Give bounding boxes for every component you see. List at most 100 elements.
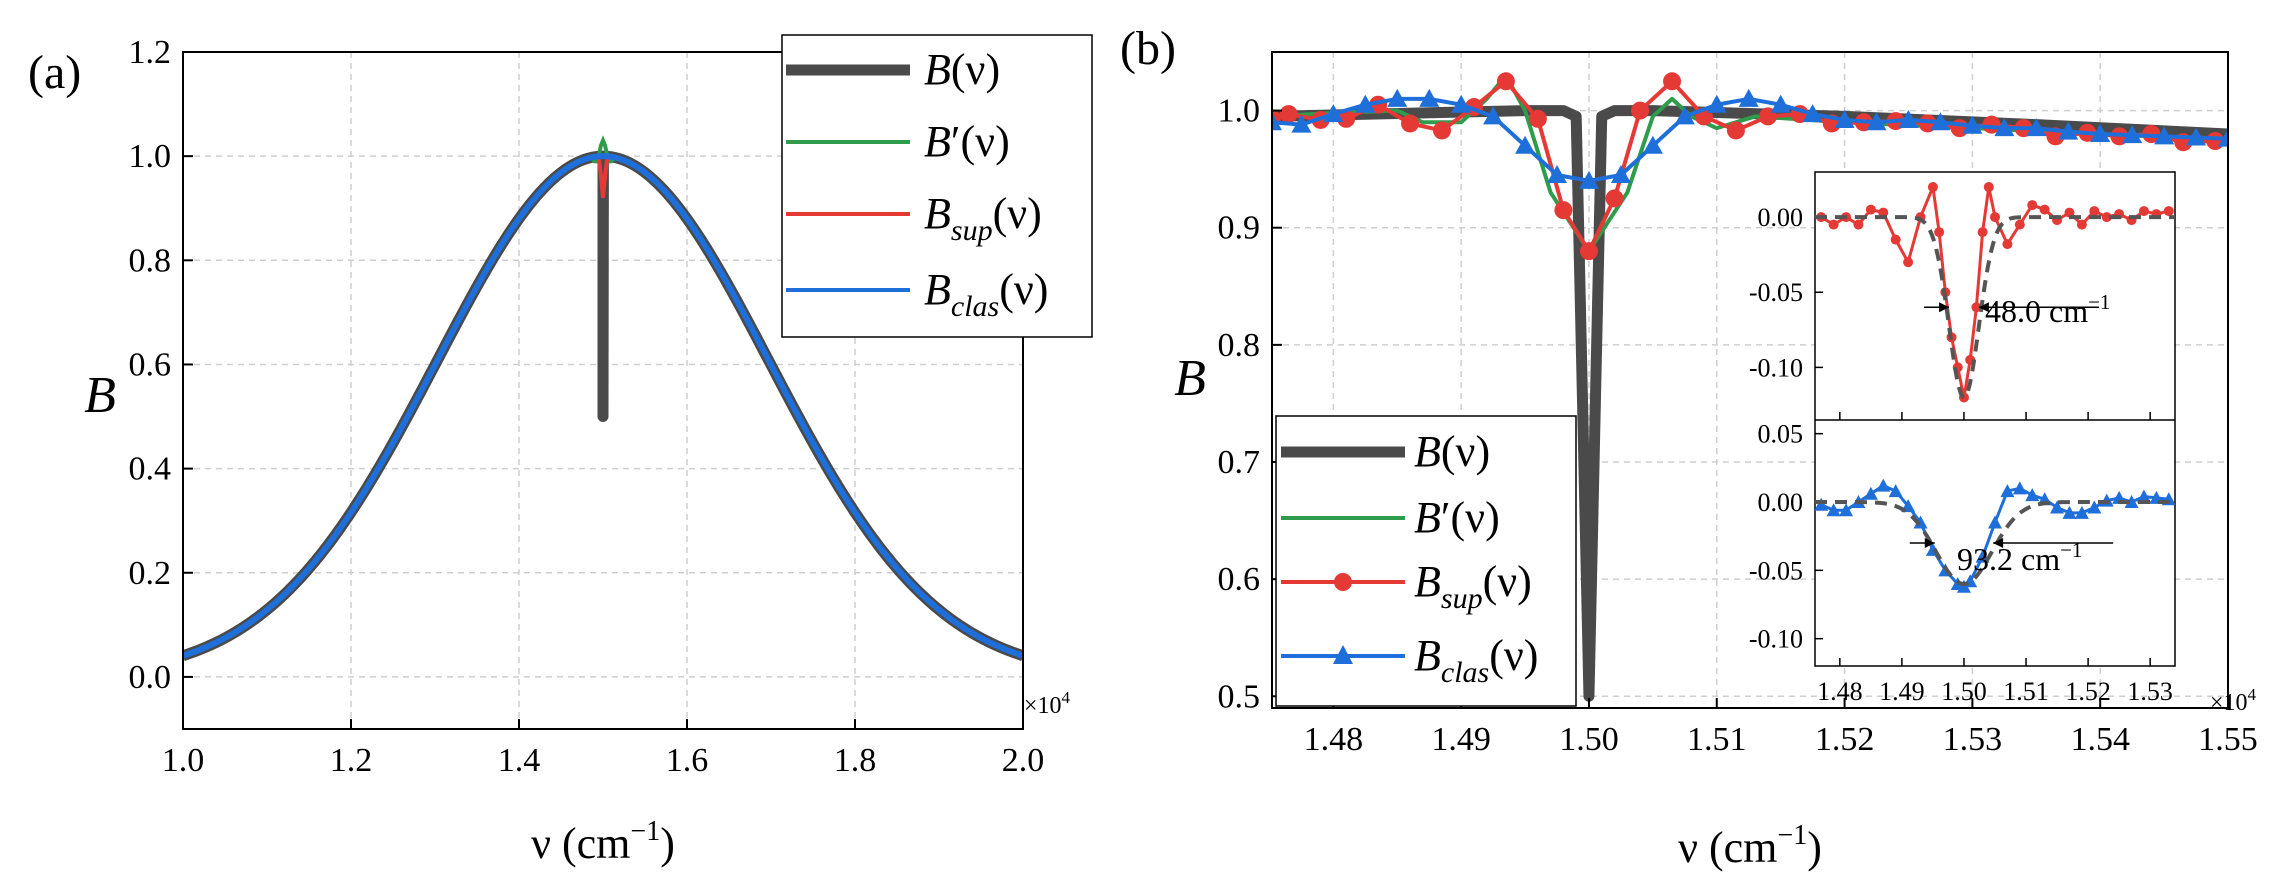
fwhm-arrowhead-right: [1993, 538, 2004, 548]
point-Bclas: [1834, 109, 1855, 128]
point-Bsup: [1401, 114, 1420, 133]
point-Bclas: [1483, 106, 1504, 125]
inset-top: 0.00 -0.05 -0.10: [1749, 181, 2175, 420]
y-tick-label: 0.8: [1218, 327, 1261, 364]
x-tick-label: 1.0: [162, 742, 205, 779]
inset-point: [1878, 207, 1889, 218]
point-Bclas: [1994, 118, 2015, 137]
legend-b-marker-Bclas: [1333, 645, 1353, 664]
point-Bclas: [1272, 112, 1282, 131]
inset-series: [1820, 181, 2170, 398]
x-tick-label: 1.50: [1559, 721, 1619, 758]
panel-a-label: (a): [28, 46, 81, 99]
panel-b: 1.48 1.49 1.50 1.51 1.52 1.53 1.54 1.55 0.5 0.6 0.…: [1120, 22, 2258, 872]
point-Bclas: [1451, 94, 1472, 113]
fwhm-arrowhead-right: [1978, 302, 1989, 313]
panel-a-ticks: 1.0 1.2 1.4 1.6 1.8 2.0 0.0 0.2 0.4 0.6 0.8 1.0 1.2: [129, 34, 1045, 779]
point-Bclas: [1802, 104, 1823, 123]
point-Bsup: [1631, 101, 1650, 120]
inset-x-tick-label: 1.52: [2065, 677, 2111, 706]
x-tick-label: 1.53: [1943, 721, 2003, 758]
inset-point: [2050, 500, 2065, 514]
panel-a-series: [183, 135, 1023, 661]
inset-point: [2124, 495, 2139, 508]
point-Bclas: [1898, 109, 1919, 128]
point-Bsup: [1579, 242, 1598, 261]
point-Bsup: [1605, 189, 1624, 208]
inset-top-annotation: 48.0 cm−1: [1985, 290, 2110, 329]
inset-fit-curve: [1815, 215, 2175, 400]
point-Bclas: [1355, 94, 1376, 113]
legend-a-label-B: B(ν): [924, 45, 1000, 94]
inset-point: [1913, 515, 1928, 529]
y-tick-label: 0.6: [1218, 561, 1261, 598]
x-tick-label: 1.4: [498, 742, 541, 779]
inset-point: [1863, 486, 1878, 500]
point-Bclas: [1706, 94, 1727, 113]
inset-point: [1890, 234, 1901, 245]
inset-point: [2000, 484, 2015, 498]
inset-point: [2064, 207, 2075, 218]
y-tick-label: 0.9: [1218, 210, 1261, 247]
inset-point: [2101, 212, 2112, 223]
inset-point: [1865, 204, 1876, 215]
inset-fit-curve: [1815, 500, 2175, 586]
inset-point: [2163, 206, 2174, 217]
inset-plot-area: [1815, 181, 2175, 403]
point-Bclas: [1962, 115, 1983, 134]
inset-bottom-annotation: 93.2 cm−1: [1957, 538, 2082, 577]
x-tick-label: 1.8: [834, 742, 877, 779]
point-Bclas: [1291, 114, 1312, 133]
inset-point: [2062, 505, 2077, 519]
inset-y-tick-label: 0.05: [1758, 420, 1804, 449]
point-Bclas: [2122, 125, 2143, 144]
panel-b-xlabel: ν (cm−1): [1678, 820, 1822, 872]
y-tick-label: 0.4: [129, 451, 172, 488]
point-Bclas: [1674, 106, 1695, 125]
y-tick-label: 1.0: [1218, 93, 1261, 130]
x-tick-label: 1.2: [330, 742, 373, 779]
inset-point: [2039, 204, 2050, 215]
y-tick-label: 0.6: [129, 346, 172, 383]
inset-point: [1876, 478, 1891, 492]
legend-b-label-Bsup: Bsup(ν): [1414, 557, 1532, 615]
point-Bclas: [2026, 118, 2047, 137]
inset-point: [2012, 481, 2027, 495]
inset-point: [2087, 500, 2102, 514]
panel-a-frame: [182, 51, 1024, 730]
inset-point: [2025, 488, 2040, 502]
inset-point: [1826, 503, 1841, 517]
panel-b-ticks: 1.48 1.49 1.50 1.51 1.52 1.53 1.54 1.55 0.5 0.6 0.…: [1218, 93, 2258, 758]
inset-x-tick-label: 1.51: [2003, 677, 2049, 706]
inset-point: [2014, 219, 2025, 230]
panel-b-inset: 0.00 -0.05 -0.10 0.05 0.00 -0.05 -0.10 1.48 1.4…: [1749, 171, 2176, 706]
panel-b-x-multiplier: ×104: [2210, 685, 2257, 716]
point-Bsup: [1279, 105, 1298, 124]
legend-b-label-Bclas: Bclas(ν): [1414, 631, 1538, 689]
point-Bclas: [1610, 165, 1631, 183]
inset-y-tick-label: -0.05: [1749, 556, 1803, 585]
legend-b-marker-Bsup: [1334, 573, 1352, 591]
point-Bclas: [1419, 88, 1440, 107]
point-Bsup: [1337, 109, 1356, 128]
inset-point: [1971, 302, 1982, 313]
inset-y-tick-label: 0.00: [1758, 203, 1804, 232]
inset-point: [2076, 219, 2087, 230]
point-Bclas: [1866, 112, 1887, 131]
point-Bclas: [2154, 126, 2175, 145]
panel-b-series: [1272, 72, 2228, 702]
x-tick-label: 2.0: [1002, 742, 1045, 779]
legend-a-label-Bsup: Bsup(ν): [924, 189, 1042, 247]
point-Bclas: [1930, 112, 1951, 131]
point-Bclas: [2186, 127, 2207, 146]
x-tick-label: 1.6: [666, 742, 709, 779]
point-Bclas: [2090, 124, 2111, 142]
inset-frame: [1814, 171, 2176, 667]
point-Bclas: [1738, 88, 1759, 107]
point-Bclas: [1578, 170, 1599, 189]
inset-point: [1853, 219, 1864, 230]
fwhm-arrowhead-left: [1939, 302, 1950, 313]
panel-a-legend-box: [781, 34, 1093, 338]
inset-bottom: 0.05 0.00 -0.05 -0.10 1.48 1.49 1.50 1.51 1.52 1.…: [1749, 420, 2175, 706]
inset-point: [1934, 227, 1945, 238]
